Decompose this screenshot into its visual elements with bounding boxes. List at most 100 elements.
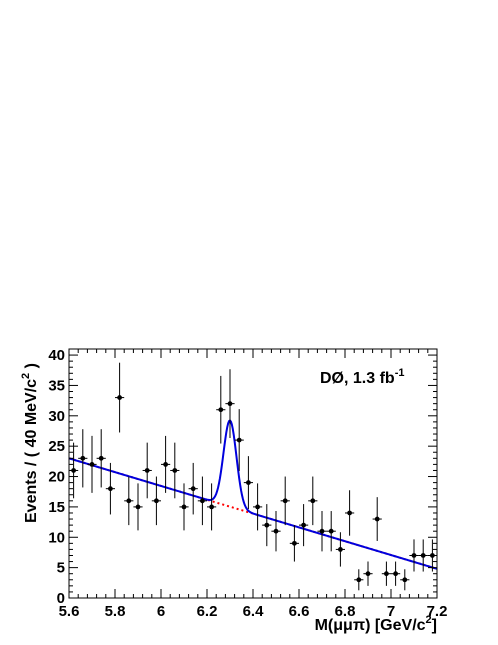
data-point [207,483,217,531]
total-fit-curve [68,419,438,570]
data-point [345,490,355,536]
data-point [124,476,134,526]
data-point [234,409,244,472]
point-marker [71,468,76,473]
data-point [197,476,207,526]
data-point [400,569,410,591]
point-marker [236,437,242,443]
data-point [170,442,180,499]
data-point [188,462,198,515]
y-axis-title: Events / ( 40 MeV/c2 ) [20,363,40,523]
x-tick-label: 6.6 [289,603,310,620]
point-marker [374,516,380,522]
data-point [253,483,263,531]
data-point [271,511,281,552]
point-marker [190,486,196,492]
point-marker [264,522,270,528]
point-marker [319,528,325,534]
point-marker [227,401,233,407]
point-marker [108,486,113,492]
ticks: 5.6 5.8 6 6.2 6.4 6.6 6.8 7 7.2 0 5 10 15 20 25 30 35 40 [48,347,447,620]
point-marker [117,395,122,400]
point-marker [218,407,224,413]
point-marker [154,498,159,504]
data-point [133,483,143,531]
point-marker [200,498,205,504]
point-marker [135,504,141,510]
point-marker [356,577,362,583]
point-marker [282,498,288,504]
data-point [326,511,336,552]
x-tick-label: 6.8 [335,603,356,620]
point-marker [246,480,251,486]
y-tick-label: 30 [48,408,65,425]
point-marker [126,498,132,504]
x-tick-label: 6.2 [197,603,218,620]
data-point [161,435,171,493]
data-point [216,375,226,444]
y-tick-label: 20 [48,469,65,486]
data-point [115,362,125,433]
data-point [335,532,345,567]
y-tick-label: 15 [48,499,65,516]
data-point [78,429,88,488]
data-point [308,476,318,526]
point-marker [411,553,417,558]
y-tick-label: 35 [48,377,65,394]
point-marker [292,540,297,546]
point-marker [80,455,86,461]
point-marker [328,528,334,534]
data-point [381,561,391,586]
x-tick-label: 6.4 [243,603,265,620]
annotation: DØ, 1.3 fb-1 [320,367,404,387]
data-point [372,497,382,541]
y-tick-label: 10 [48,529,65,546]
data-point [409,539,419,572]
point-marker [420,553,426,558]
data-point [427,539,437,572]
data-point [87,435,97,493]
y-tick-label: 25 [48,438,65,455]
point-marker [98,455,104,461]
point-marker [301,522,306,528]
x-tick-label: 7 [387,603,395,620]
point-marker [365,571,371,577]
data-point [418,539,428,572]
point-marker [430,553,435,558]
point-marker [89,461,95,467]
point-marker [384,571,389,577]
point-marker [393,571,398,577]
fit-curves [68,419,438,570]
data-point [69,442,79,499]
data-point [363,561,373,586]
x-tick-label: 6 [157,603,165,620]
point-marker [402,577,408,583]
data-point [354,569,364,591]
point-marker [255,504,260,510]
y-tick-label: 40 [48,347,65,364]
y-tick-label: 0 [57,590,65,607]
data-point [299,504,309,547]
point-marker [144,468,150,473]
point-marker [310,498,316,504]
data-point [280,476,290,526]
point-marker [163,461,169,467]
data-point [243,456,253,510]
data-point [317,511,327,552]
data-point [391,561,401,586]
data-point [142,442,152,499]
x-tick-label: 5.8 [105,603,126,620]
point-marker [209,504,215,510]
x-tick-label: 7.2 [427,603,448,620]
point-marker [181,504,187,510]
point-marker [172,468,178,473]
data-point [262,504,272,547]
data-point [225,369,235,439]
point-marker [338,547,343,552]
x-axis-title: M(μμπ) [GeV/c2] [315,614,437,634]
data-point [96,429,106,488]
x-tick-label: 5.6 [59,603,80,620]
data-points [69,362,437,591]
point-marker [347,510,352,516]
